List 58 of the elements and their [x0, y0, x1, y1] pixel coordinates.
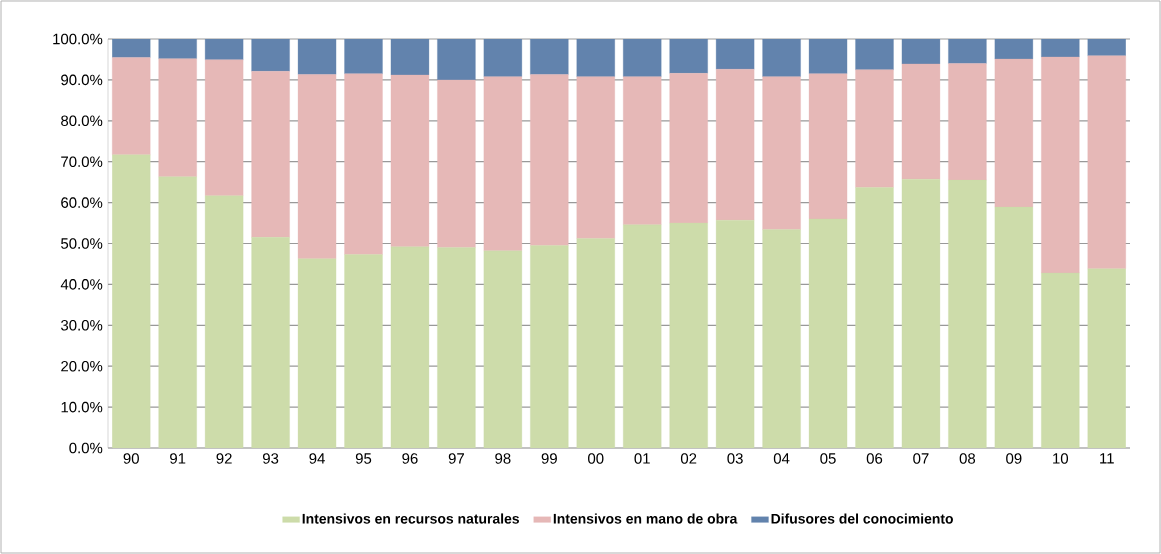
legend-label: Intensivos en recursos naturales: [302, 513, 519, 524]
bar: [623, 76, 662, 225]
x-tick-label: 07: [913, 453, 929, 464]
bar: [948, 63, 987, 181]
bar: [297, 74, 337, 259]
x-tick-label: 98: [495, 453, 511, 464]
y-tick-label: 60.0%: [61, 197, 103, 208]
bar: [994, 58, 1034, 208]
x-tick-label: 10: [1053, 453, 1069, 464]
x-tick-label: 02: [680, 453, 697, 464]
x-tick-label: 05: [820, 453, 836, 464]
x-tick-label: 97: [448, 453, 464, 464]
bar: [251, 71, 290, 238]
y-tick-label: 20.0%: [61, 360, 103, 372]
x-tick-label: 01: [634, 453, 650, 464]
bar: [855, 69, 894, 188]
y-tick-label: 30.0%: [61, 320, 103, 331]
x-tick-label: 95: [355, 453, 372, 464]
y-tick-label: 50.0%: [61, 238, 103, 249]
y-tick-label: 90.0%: [61, 74, 103, 86]
bar: [530, 74, 569, 246]
x-tick-label: 99: [541, 453, 557, 464]
bar: [576, 76, 615, 239]
x-tick-label: 94: [309, 453, 325, 464]
y-tick-label: 80.0%: [61, 115, 103, 127]
x-tick-label: 09: [1006, 453, 1022, 464]
x-tick-label: 11: [1100, 453, 1114, 464]
bar: [437, 79, 476, 248]
bar: [390, 74, 430, 247]
bar: [715, 69, 755, 221]
x-tick-label: 96: [402, 453, 418, 464]
y-tick-label: 0.0%: [69, 442, 103, 454]
x-tick-label: 06: [866, 453, 883, 464]
x-tick-label: 92: [216, 453, 232, 464]
bar: [1041, 56, 1080, 274]
y-tick-label: 10.0%: [61, 401, 103, 413]
x-tick-label: 03: [727, 453, 743, 464]
bar: [158, 58, 197, 177]
legend-label: Difusores del conocimiento: [771, 513, 953, 524]
y-tick-label: 100.0%: [53, 33, 103, 45]
y-tick-label: 70.0%: [61, 156, 103, 167]
legend-label: Intensivos en mano de obra: [553, 513, 738, 524]
y-tick-label: 40.0%: [60, 279, 103, 290]
bar: [344, 73, 383, 255]
bar: [483, 76, 523, 252]
bar: [669, 73, 708, 224]
x-tick-label: 04: [773, 453, 790, 464]
bar: [1087, 55, 1126, 270]
x-tick-label: 93: [262, 453, 279, 464]
x-tick-label: 91: [170, 453, 186, 464]
bar: [112, 57, 151, 155]
bar: [204, 59, 244, 196]
bar: [901, 63, 941, 180]
x-tick-label: 00: [588, 453, 604, 464]
bar: [808, 73, 848, 220]
x-tick-label: 08: [959, 453, 976, 464]
bar: [762, 76, 801, 230]
x-tick-label: 90: [123, 453, 139, 464]
